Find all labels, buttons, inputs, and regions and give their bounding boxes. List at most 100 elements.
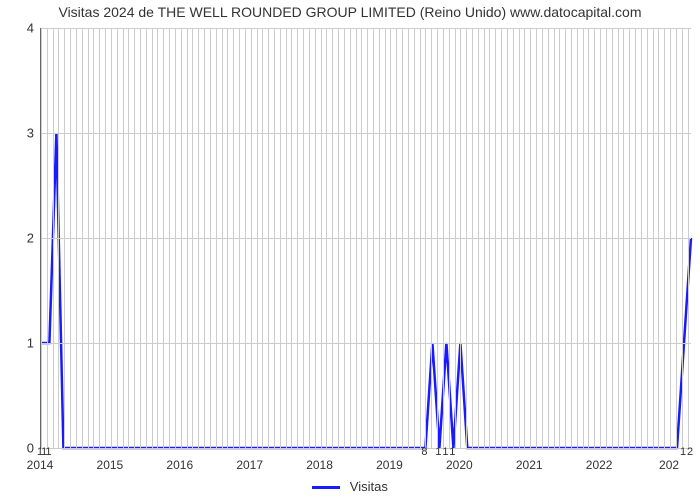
gridline-v-minor	[227, 28, 228, 448]
gridline-v-minor	[489, 28, 490, 448]
gridline-v-minor	[128, 28, 129, 448]
data-point-label: 8	[421, 446, 427, 458]
xtick-label: 2014	[27, 458, 54, 472]
gridline-v-minor	[280, 28, 281, 448]
gridline-v-minor	[245, 28, 246, 448]
gridline-v-minor	[76, 28, 77, 448]
gridline-v-minor	[495, 28, 496, 448]
gridline-v-minor	[210, 28, 211, 448]
gridline-v-major	[181, 28, 182, 448]
gridline-v-minor	[175, 28, 176, 448]
gridline-v-minor	[233, 28, 234, 448]
gridline-v-minor	[623, 28, 624, 448]
gridline-v-major	[600, 28, 601, 448]
gridline-v-minor	[664, 28, 665, 448]
gridline-v-minor	[82, 28, 83, 448]
gridline-v-minor	[152, 28, 153, 448]
gridline-v-minor	[618, 28, 619, 448]
xtick-label: 2022	[586, 458, 613, 472]
xtick-label: 2019	[376, 458, 403, 472]
gridline-v-minor	[571, 28, 572, 448]
xtick-label: 2016	[166, 458, 193, 472]
gridline-v-minor	[47, 28, 48, 448]
gridline-v-minor	[542, 28, 543, 448]
gridline-v-minor	[682, 28, 683, 448]
gridline-v-minor	[594, 28, 595, 448]
gridline-v-minor	[373, 28, 374, 448]
gridline-v-minor	[268, 28, 269, 448]
gridline-v-minor	[466, 28, 467, 448]
gridline-v-minor	[431, 28, 432, 448]
gridline-v-minor	[338, 28, 339, 448]
gridline-v-minor	[198, 28, 199, 448]
gridline-v-minor	[647, 28, 648, 448]
gridline-v-minor	[356, 28, 357, 448]
gridline-v-minor	[501, 28, 502, 448]
gridline-v-major	[111, 28, 112, 448]
gridline-v-minor	[297, 28, 298, 448]
gridline-v-minor	[88, 28, 89, 448]
data-point-label: 1	[449, 446, 455, 458]
gridline-v-minor	[239, 28, 240, 448]
gridline-v-minor	[216, 28, 217, 448]
data-point-label: 1	[442, 446, 448, 458]
gridline-v-major	[41, 28, 42, 448]
gridline-v-minor	[326, 28, 327, 448]
ytick-label: 1	[4, 336, 34, 351]
gridline-v-minor	[286, 28, 287, 448]
gridline-v-minor	[524, 28, 525, 448]
gridline-v-minor	[688, 28, 689, 448]
gridline-v-minor	[420, 28, 421, 448]
gridline-v-minor	[187, 28, 188, 448]
gridline-v-minor	[548, 28, 549, 448]
gridline-v-minor	[455, 28, 456, 448]
gridline-v-minor	[559, 28, 560, 448]
xtick-label: 2020	[446, 458, 473, 472]
gridline-v-minor	[309, 28, 310, 448]
gridline-v-minor	[53, 28, 54, 448]
gridline-v-minor	[64, 28, 65, 448]
gridline-v-minor	[146, 28, 147, 448]
xtick-label: 202	[659, 458, 679, 472]
legend-label: Visitas	[350, 479, 388, 494]
gridline-v-minor	[635, 28, 636, 448]
gridline-v-minor	[157, 28, 158, 448]
gridline-v-minor	[385, 28, 386, 448]
gridline-v-minor	[583, 28, 584, 448]
gridline-v-minor	[425, 28, 426, 448]
gridline-v-minor	[222, 28, 223, 448]
gridline-v-minor	[629, 28, 630, 448]
gridline-v-major	[670, 28, 671, 448]
legend: Visitas	[0, 479, 700, 494]
plot-area	[40, 28, 691, 449]
gridline-v-minor	[513, 28, 514, 448]
gridline-v-minor	[315, 28, 316, 448]
gridline-v-minor	[519, 28, 520, 448]
gridline-v-minor	[361, 28, 362, 448]
gridline-v-minor	[344, 28, 345, 448]
gridline-v-minor	[676, 28, 677, 448]
gridline-v-minor	[257, 28, 258, 448]
gridline-v-minor	[408, 28, 409, 448]
gridline-v-minor	[163, 28, 164, 448]
gridline-v-minor	[192, 28, 193, 448]
gridline-v-minor	[93, 28, 94, 448]
gridline-v-minor	[402, 28, 403, 448]
data-point-label: 2	[687, 446, 693, 458]
gridline-v-minor	[658, 28, 659, 448]
gridline-v-minor	[577, 28, 578, 448]
gridline-v-major	[390, 28, 391, 448]
xtick-label: 2018	[306, 458, 333, 472]
gridline-v-major	[321, 28, 322, 448]
gridline-v-minor	[204, 28, 205, 448]
gridline-v-minor	[140, 28, 141, 448]
gridline-v-minor	[262, 28, 263, 448]
data-point-label: 1	[45, 446, 51, 458]
gridline-v-minor	[58, 28, 59, 448]
gridline-v-minor	[443, 28, 444, 448]
gridline-v-minor	[588, 28, 589, 448]
gridline-v-minor	[105, 28, 106, 448]
gridline-v-minor	[449, 28, 450, 448]
gridline-h	[41, 448, 691, 449]
gridline-v-minor	[350, 28, 351, 448]
